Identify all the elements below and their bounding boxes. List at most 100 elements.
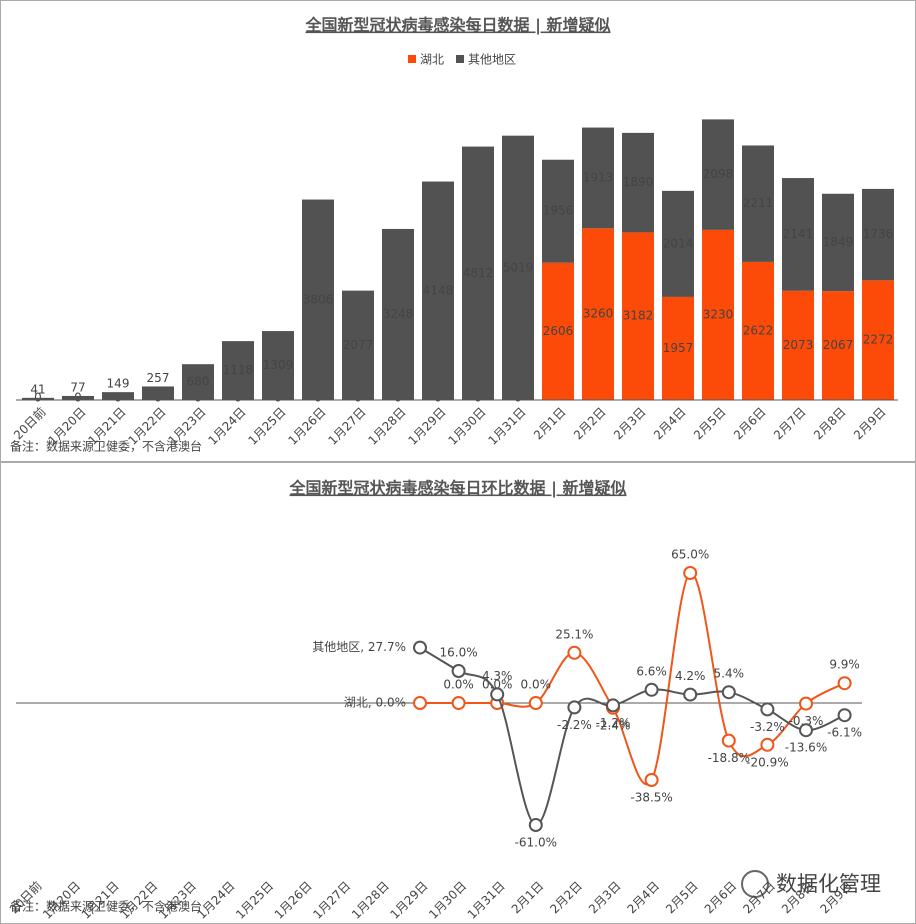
bar xyxy=(102,392,134,400)
data-label: -61.0% xyxy=(515,836,557,850)
x-tick-label: 2月6日 xyxy=(702,879,740,917)
point xyxy=(837,676,852,691)
x-tick-label: 1月31日 xyxy=(486,405,529,448)
point xyxy=(799,723,813,738)
point xyxy=(760,702,775,717)
bar xyxy=(862,280,894,400)
point xyxy=(799,696,813,711)
data-label: -2.2% xyxy=(557,718,592,732)
data-label: 3230 xyxy=(703,307,734,321)
bar xyxy=(342,290,374,400)
data-label: 2077 xyxy=(343,338,374,352)
bar xyxy=(302,199,334,400)
bar xyxy=(542,262,574,400)
bar xyxy=(502,135,534,400)
x-tick-label: 1月29日 xyxy=(406,405,449,448)
data-label: 1890 xyxy=(623,175,654,189)
data-label: 1309 xyxy=(263,358,294,372)
bar xyxy=(382,228,414,400)
data-label: 2067 xyxy=(823,338,854,352)
bar xyxy=(462,146,494,400)
x-tick-label: 1月27日 xyxy=(326,405,369,448)
bar xyxy=(822,291,854,400)
point xyxy=(451,696,466,710)
point xyxy=(567,645,582,660)
x-tick-label: 1月28日 xyxy=(366,405,409,448)
bar xyxy=(22,397,54,400)
point xyxy=(760,737,775,752)
data-label: 65.0% xyxy=(671,548,709,562)
x-tick-label: 2月2日 xyxy=(571,405,609,443)
x-tick-label: 1月30日 xyxy=(446,405,489,448)
chart-title: 全国新型冠状病毒感染每日环比数据 | 新增疑似 xyxy=(289,479,627,499)
data-label: -0.3% xyxy=(789,714,824,728)
bar xyxy=(582,228,614,400)
data-label: 3182 xyxy=(623,309,654,323)
x-tick-label: 2月1日 xyxy=(531,405,569,443)
x-tick-label: 2月1日 xyxy=(509,879,547,917)
point xyxy=(413,640,427,655)
data-label: 25.1% xyxy=(555,627,593,641)
bar xyxy=(662,190,694,297)
x-tick-label: 1月26日 xyxy=(286,405,329,448)
point xyxy=(567,700,582,715)
data-label: 1849 xyxy=(823,235,854,249)
x-tick-label: 2月4日 xyxy=(625,879,663,917)
data-label: 0.0% xyxy=(443,678,474,692)
data-label: 5019 xyxy=(503,260,534,274)
data-label: 1957 xyxy=(663,341,694,355)
data-label: 2014 xyxy=(663,236,694,250)
legend-label: 其他地区 xyxy=(468,53,516,67)
x-tick-label: 2月3日 xyxy=(586,879,624,917)
watermark: 数据化管理 xyxy=(741,870,881,898)
data-label: 2622 xyxy=(743,323,774,337)
point xyxy=(683,566,698,580)
data-label: -3.2% xyxy=(750,720,785,734)
data-label: 3248 xyxy=(383,307,414,321)
data-label: 149 xyxy=(107,377,130,391)
bar xyxy=(782,290,814,400)
point xyxy=(528,818,543,832)
x-tick-label: 2月5日 xyxy=(691,405,729,443)
data-label: 4.2% xyxy=(675,669,706,683)
data-label: 1736 xyxy=(863,227,894,241)
bar xyxy=(222,341,254,400)
data-label: -20.9% xyxy=(746,755,788,769)
data-label: 9.9% xyxy=(829,658,860,672)
bar xyxy=(622,232,654,400)
data-label: 1956 xyxy=(543,204,574,218)
data-label: 77 xyxy=(70,380,85,394)
data-label: 4.3% xyxy=(482,669,513,683)
data-label: 其他地区, 27.7% xyxy=(312,640,406,654)
x-tick-label: 2月7日 xyxy=(740,879,778,917)
bar xyxy=(702,229,734,400)
note: 备注：数据来源卫健委，不含港澳台 xyxy=(10,439,202,454)
x-tick-label: 1月30日 xyxy=(426,879,469,922)
panel-border xyxy=(0,0,916,462)
point xyxy=(413,696,427,710)
data-label: -18.8% xyxy=(708,751,750,765)
data-label: 0.0% xyxy=(482,678,513,692)
note: 备注：数据来源卫健委，不含港澳台 xyxy=(10,899,202,914)
data-label: 1913 xyxy=(583,170,614,184)
legend-swatch xyxy=(408,55,416,63)
data-label: 2098 xyxy=(703,167,734,181)
data-label: 2211 xyxy=(743,196,774,210)
x-tick-label: 20日前 xyxy=(10,404,48,442)
bar xyxy=(742,145,774,262)
data-label: 2141 xyxy=(783,227,814,241)
x-tick-label: 2月5日 xyxy=(663,879,701,917)
bar xyxy=(782,178,814,291)
x-tick-label: 2月8日 xyxy=(811,405,849,443)
bar xyxy=(182,364,214,400)
x-tick-label: 2月7日 xyxy=(771,405,809,443)
x-tick-label: 1月24日 xyxy=(206,405,249,448)
data-label: 4148 xyxy=(423,283,454,297)
point xyxy=(528,696,543,710)
x-tick-label: 1月25日 xyxy=(233,879,276,922)
bar xyxy=(662,296,694,400)
x-tick-label: 2月4日 xyxy=(651,405,689,443)
data-label: 0 xyxy=(34,391,42,405)
watermark-text: 数据化管理 xyxy=(776,872,881,896)
